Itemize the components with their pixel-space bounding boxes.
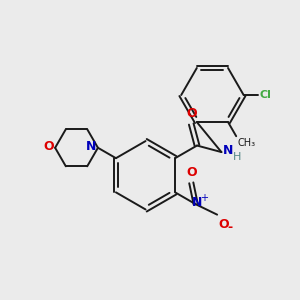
Text: N: N [223,144,233,157]
Text: CH₃: CH₃ [238,138,256,148]
Text: +: + [200,193,208,203]
Text: O: O [219,218,229,231]
Text: O: O [44,140,55,153]
Text: O: O [186,106,196,120]
Text: H: H [233,152,241,162]
Text: N: N [86,140,96,153]
Text: O: O [186,166,196,179]
Text: N: N [192,196,202,209]
Text: -: - [227,221,233,234]
Text: Cl: Cl [260,90,272,100]
